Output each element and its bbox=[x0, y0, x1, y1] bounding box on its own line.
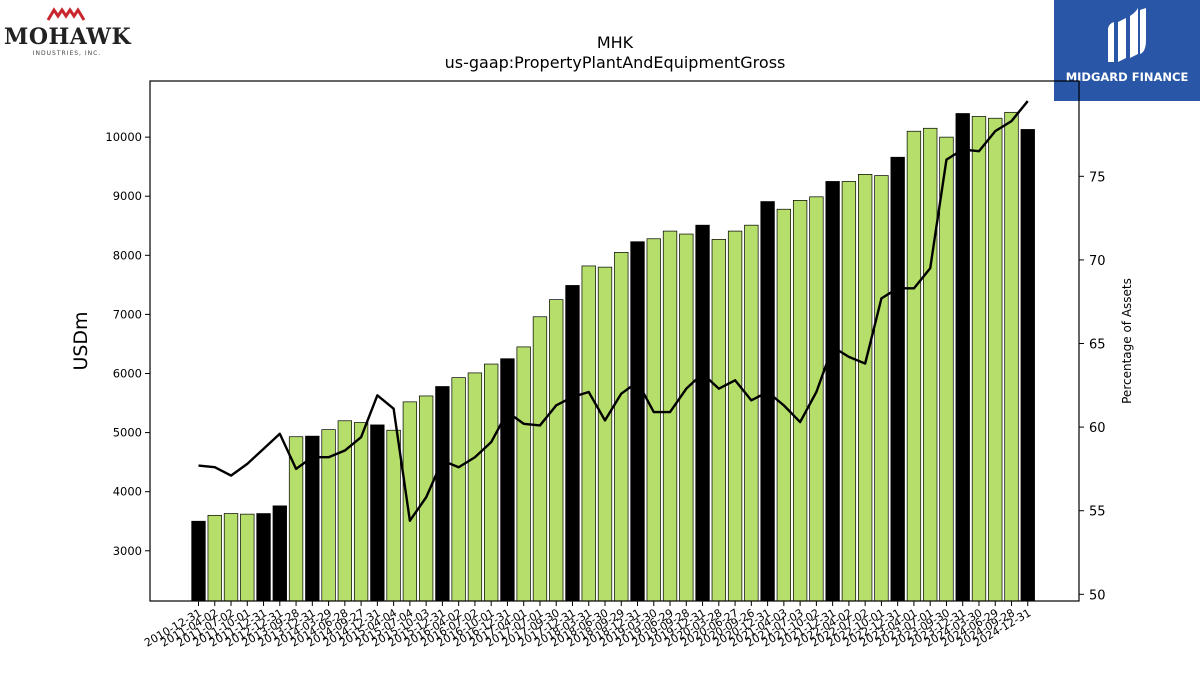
midgard-logo-name: MIDGARD FINANCE bbox=[1065, 70, 1189, 84]
bar-2012-12-31 bbox=[272, 505, 287, 602]
y2-tick-label: 55 bbox=[1089, 505, 1106, 520]
y2-axis-label: Percentage of Assets bbox=[1120, 278, 1134, 404]
mohawk-logo: MOHAWK INDUSTRIES, INC. bbox=[4, 4, 132, 60]
bar-2018-03-31 bbox=[581, 265, 596, 602]
bar-2014-09-27 bbox=[353, 422, 369, 602]
y-tick-label: 9000 bbox=[113, 189, 142, 203]
bar-2018-06-30 bbox=[597, 266, 613, 602]
y-axis-label: USDm bbox=[70, 311, 92, 370]
bar-2019-06-29 bbox=[662, 230, 678, 602]
bar-2017-12-31 bbox=[565, 285, 580, 602]
y-tick-label: 10000 bbox=[105, 130, 142, 144]
bar-2011-10-01 bbox=[240, 513, 255, 602]
y-tick-label: 8000 bbox=[113, 248, 142, 262]
y-tick-label: 5000 bbox=[113, 426, 142, 440]
y2-tick-label: 65 bbox=[1089, 338, 1106, 353]
bar-2017-07-01 bbox=[532, 316, 548, 602]
bar-2015-04-04 bbox=[386, 429, 401, 602]
bar-2023-04-01 bbox=[906, 130, 922, 602]
bar-2017-09-30 bbox=[549, 299, 564, 602]
bar-2022-10-01 bbox=[874, 175, 889, 602]
bar-2022-12-31 bbox=[890, 156, 905, 602]
bar-2023-12-31 bbox=[955, 113, 970, 602]
bar-2022-07-02 bbox=[858, 174, 873, 602]
bar-2020-03-28 bbox=[711, 239, 726, 602]
midgard-finance-logo: MIDGARD FINANCE bbox=[1054, 0, 1200, 101]
bar-2016-04-02 bbox=[451, 377, 466, 602]
bar-2020-06-27 bbox=[727, 230, 743, 602]
bar-2023-07-01 bbox=[923, 127, 938, 602]
bar-2019-09-28 bbox=[679, 233, 694, 602]
bar-2010-12-31 bbox=[191, 520, 206, 602]
bar-2015-07-04 bbox=[402, 401, 418, 602]
y2-tick-label: 75 bbox=[1089, 170, 1106, 185]
bar-2021-12-31 bbox=[825, 181, 840, 602]
bar-2023-09-30 bbox=[939, 136, 954, 602]
bar-2024-12-31 bbox=[1020, 129, 1035, 602]
percentage-line bbox=[198, 100, 1029, 522]
bar-2011-12-31 bbox=[256, 513, 271, 602]
chart-title: MHK bbox=[597, 33, 634, 52]
y2-tick-label: 70 bbox=[1089, 254, 1106, 269]
bar-2024-09-28 bbox=[1004, 111, 1019, 602]
y2-tick-label: 50 bbox=[1089, 588, 1106, 603]
bar-2019-12-31 bbox=[695, 224, 710, 602]
y-tick-label: 4000 bbox=[113, 485, 142, 499]
bar-2018-12-31 bbox=[630, 241, 645, 602]
y-tick-label: 3000 bbox=[113, 544, 142, 558]
bar-2016-10-01 bbox=[484, 363, 499, 602]
bar-2020-09-26 bbox=[744, 224, 759, 602]
mohawk-logo-sub: INDUSTRIES, INC. bbox=[32, 50, 102, 57]
bar-2014-12-31 bbox=[370, 424, 385, 602]
bar-2016-07-02 bbox=[467, 372, 483, 602]
bar-2011-04-02 bbox=[207, 514, 222, 602]
bar-2016-12-31 bbox=[500, 358, 515, 602]
y-tick-label: 6000 bbox=[113, 367, 142, 381]
bar-2015-12-31 bbox=[435, 386, 450, 602]
bar-2018-09-29 bbox=[614, 252, 629, 602]
bar-2019-03-30 bbox=[646, 238, 661, 602]
bar-2022-04-02 bbox=[841, 181, 857, 602]
bar-2020-12-31 bbox=[760, 201, 775, 602]
y2-tick-label: 60 bbox=[1089, 421, 1106, 436]
midgard-logo-mark-icon bbox=[1108, 8, 1146, 62]
mohawk-logo-mark-icon bbox=[46, 7, 86, 21]
bar-2021-07-03 bbox=[792, 200, 808, 602]
mohawk-logo-name: MOHAWK bbox=[4, 24, 132, 50]
plot-frame bbox=[149, 80, 1080, 602]
bar-2017-04-01 bbox=[516, 346, 531, 602]
y-tick-label: 7000 bbox=[113, 307, 142, 321]
bar-2024-06-29 bbox=[988, 117, 1003, 602]
bar-2024-03-30 bbox=[971, 116, 987, 602]
chart-subtitle: us-gaap:PropertyPlantAndEquipmentGross bbox=[445, 53, 786, 72]
bar-2011-07-02 bbox=[223, 513, 239, 602]
